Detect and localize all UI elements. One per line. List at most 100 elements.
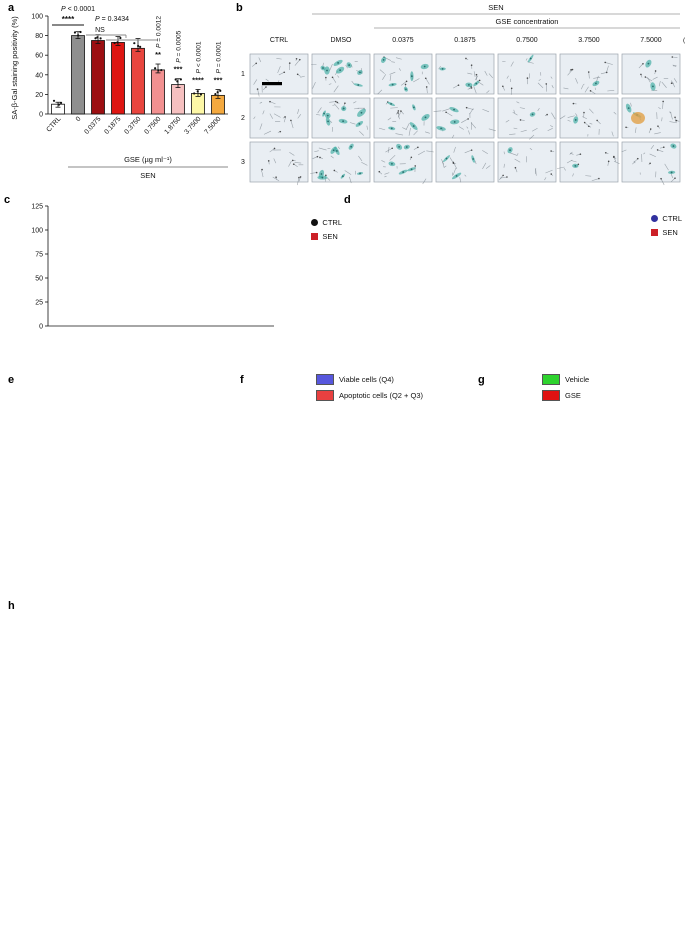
svg-text:CTRL: CTRL: [270, 37, 288, 44]
legend-label: CTRL: [322, 218, 342, 227]
svg-text:25: 25: [35, 300, 43, 307]
line-chart-viability-dose: 0 25 50 75 100 125: [31, 204, 274, 331]
micrograph: [378, 101, 430, 136]
svg-text:3: 3: [241, 159, 245, 166]
micrograph: [441, 146, 491, 183]
legend-item-apoptotic: Apoptotic cells (Q2 + Q3): [316, 390, 423, 401]
svg-text:0.1875: 0.1875: [103, 115, 122, 135]
micrograph: [377, 56, 430, 95]
svg-text:0.3750: 0.3750: [123, 115, 142, 135]
legend-f: Viable cells (Q4) Apoptotic cells (Q2 + …: [316, 374, 423, 406]
legend-item-sen: SEN: [651, 228, 682, 237]
micrograph: [433, 106, 496, 139]
svg-text:SA-β-Gal staining positivity (: SA-β-Gal staining positivity (%): [10, 16, 19, 120]
line-chart-viability-time: [344, 194, 684, 372]
panel-b: b SEN GSE concentration CTRL DMSO 0.0375 0.18…: [236, 2, 685, 190]
micrograph: [499, 147, 555, 181]
sen-marker-icon: [311, 233, 319, 240]
svg-text:2: 2: [241, 115, 245, 122]
vehicle-swatch-icon: [542, 374, 560, 385]
micrograph: [438, 57, 493, 94]
svg-text:0.7500: 0.7500: [143, 115, 162, 135]
flow-cytometry-grid: [8, 374, 238, 602]
svg-text:1.8750: 1.8750: [163, 115, 182, 135]
gse-swatch-icon: [542, 390, 560, 401]
micrograph: [563, 61, 615, 94]
legend-d: CTRL SEN: [651, 214, 682, 242]
svg-text:SEN: SEN: [140, 171, 155, 180]
legend-item-gse: GSE: [542, 390, 589, 401]
panel-e: e: [8, 374, 238, 602]
svg-text:100: 100: [31, 228, 43, 235]
svg-text:DMSO: DMSO: [331, 37, 353, 44]
micrograph: [625, 100, 680, 135]
svg-text:P = 0.3434: P = 0.3434: [95, 16, 129, 23]
svg-text:0.0375: 0.0375: [392, 37, 414, 44]
svg-text:60: 60: [35, 53, 43, 60]
legend-c: CTRL SEN: [311, 218, 342, 246]
svg-text:0.1875: 0.1875: [454, 37, 476, 44]
svg-text:P = 0.0005: P = 0.0005: [176, 30, 183, 62]
grouped-bar-apoptosis: [240, 374, 480, 602]
panel-e-label: e: [8, 374, 15, 386]
panel-a-label: a: [8, 2, 15, 14]
svg-text:****: ****: [62, 15, 75, 24]
legend-g: Vehicle GSE: [542, 374, 589, 406]
micrograph-grid: SEN GSE concentration CTRL DMSO 0.0375 0.1875…: [241, 3, 685, 186]
svg-text:0: 0: [39, 112, 43, 119]
svg-text:100: 100: [31, 14, 43, 21]
micrograph: [638, 56, 678, 91]
svg-text:0.0375: 0.0375: [83, 115, 102, 135]
panel-c: c 0 25 50 75 100 125 CTRL SEN: [4, 194, 344, 372]
micrograph: [560, 102, 617, 137]
legend-label: SEN: [662, 228, 678, 237]
svg-text:NS: NS: [95, 27, 105, 34]
micrograph: [310, 143, 368, 184]
legend-label: GSE: [565, 391, 581, 400]
panel-f-label: f: [240, 374, 244, 386]
micrograph: [251, 57, 305, 97]
svg-text:0.7500: 0.7500: [516, 37, 538, 44]
svg-text:SEN: SEN: [488, 3, 503, 12]
legend-label: CTRL: [662, 214, 682, 223]
svg-text:P < 0.0001: P < 0.0001: [196, 41, 203, 73]
svg-text:P = 0.0012: P = 0.0012: [156, 16, 163, 48]
legend-item-vehicle: Vehicle: [542, 374, 589, 385]
legend-label: Viable cells (Q4): [339, 375, 394, 384]
svg-text:1: 1: [241, 71, 245, 78]
svg-text:**: **: [155, 50, 161, 59]
svg-text:GSE (µg ml⁻¹): GSE (µg ml⁻¹): [124, 155, 172, 164]
micrograph: [502, 54, 554, 95]
sen-marker-icon: [651, 229, 659, 236]
panel-b-label: b: [236, 2, 243, 14]
svg-text:CTRL: CTRL: [45, 115, 62, 133]
svg-text:7.5000: 7.5000: [640, 37, 662, 44]
micrograph: [378, 143, 434, 185]
viable-swatch-icon: [316, 374, 334, 385]
micrograph: [505, 101, 556, 140]
micrograph: [253, 100, 302, 135]
tof-ms-spectrum: [8, 778, 678, 936]
panel-f: f Viable cells (Q4) Apoptotic cells (Q2 …: [240, 374, 480, 602]
legend-item-ctrl: CTRL: [311, 218, 342, 227]
svg-text:***: ***: [214, 76, 223, 85]
micrograph: [261, 147, 304, 186]
panel-h: h: [8, 600, 680, 935]
svg-text:3.7500: 3.7500: [578, 37, 600, 44]
log-bar-mitosox: [478, 374, 684, 602]
legend-label: Apoptotic cells (Q2 + Q3): [339, 391, 423, 400]
svg-text:40: 40: [35, 72, 43, 79]
legend-item-sen: SEN: [311, 232, 342, 241]
svg-text:20: 20: [35, 92, 43, 99]
svg-text:0: 0: [39, 324, 43, 331]
micrograph: [311, 59, 363, 93]
svg-text:****: ****: [192, 76, 204, 85]
legend-item-viable: Viable cells (Q4): [316, 374, 423, 385]
svg-text:3.7500: 3.7500: [183, 115, 202, 135]
svg-text:7.5000: 7.5000: [203, 115, 222, 135]
svg-text:(µg ml⁻¹): (µg ml⁻¹): [683, 37, 685, 44]
svg-text:0: 0: [75, 115, 83, 123]
panel-c-label: c: [4, 194, 11, 206]
panel-d-label: d: [344, 194, 351, 206]
